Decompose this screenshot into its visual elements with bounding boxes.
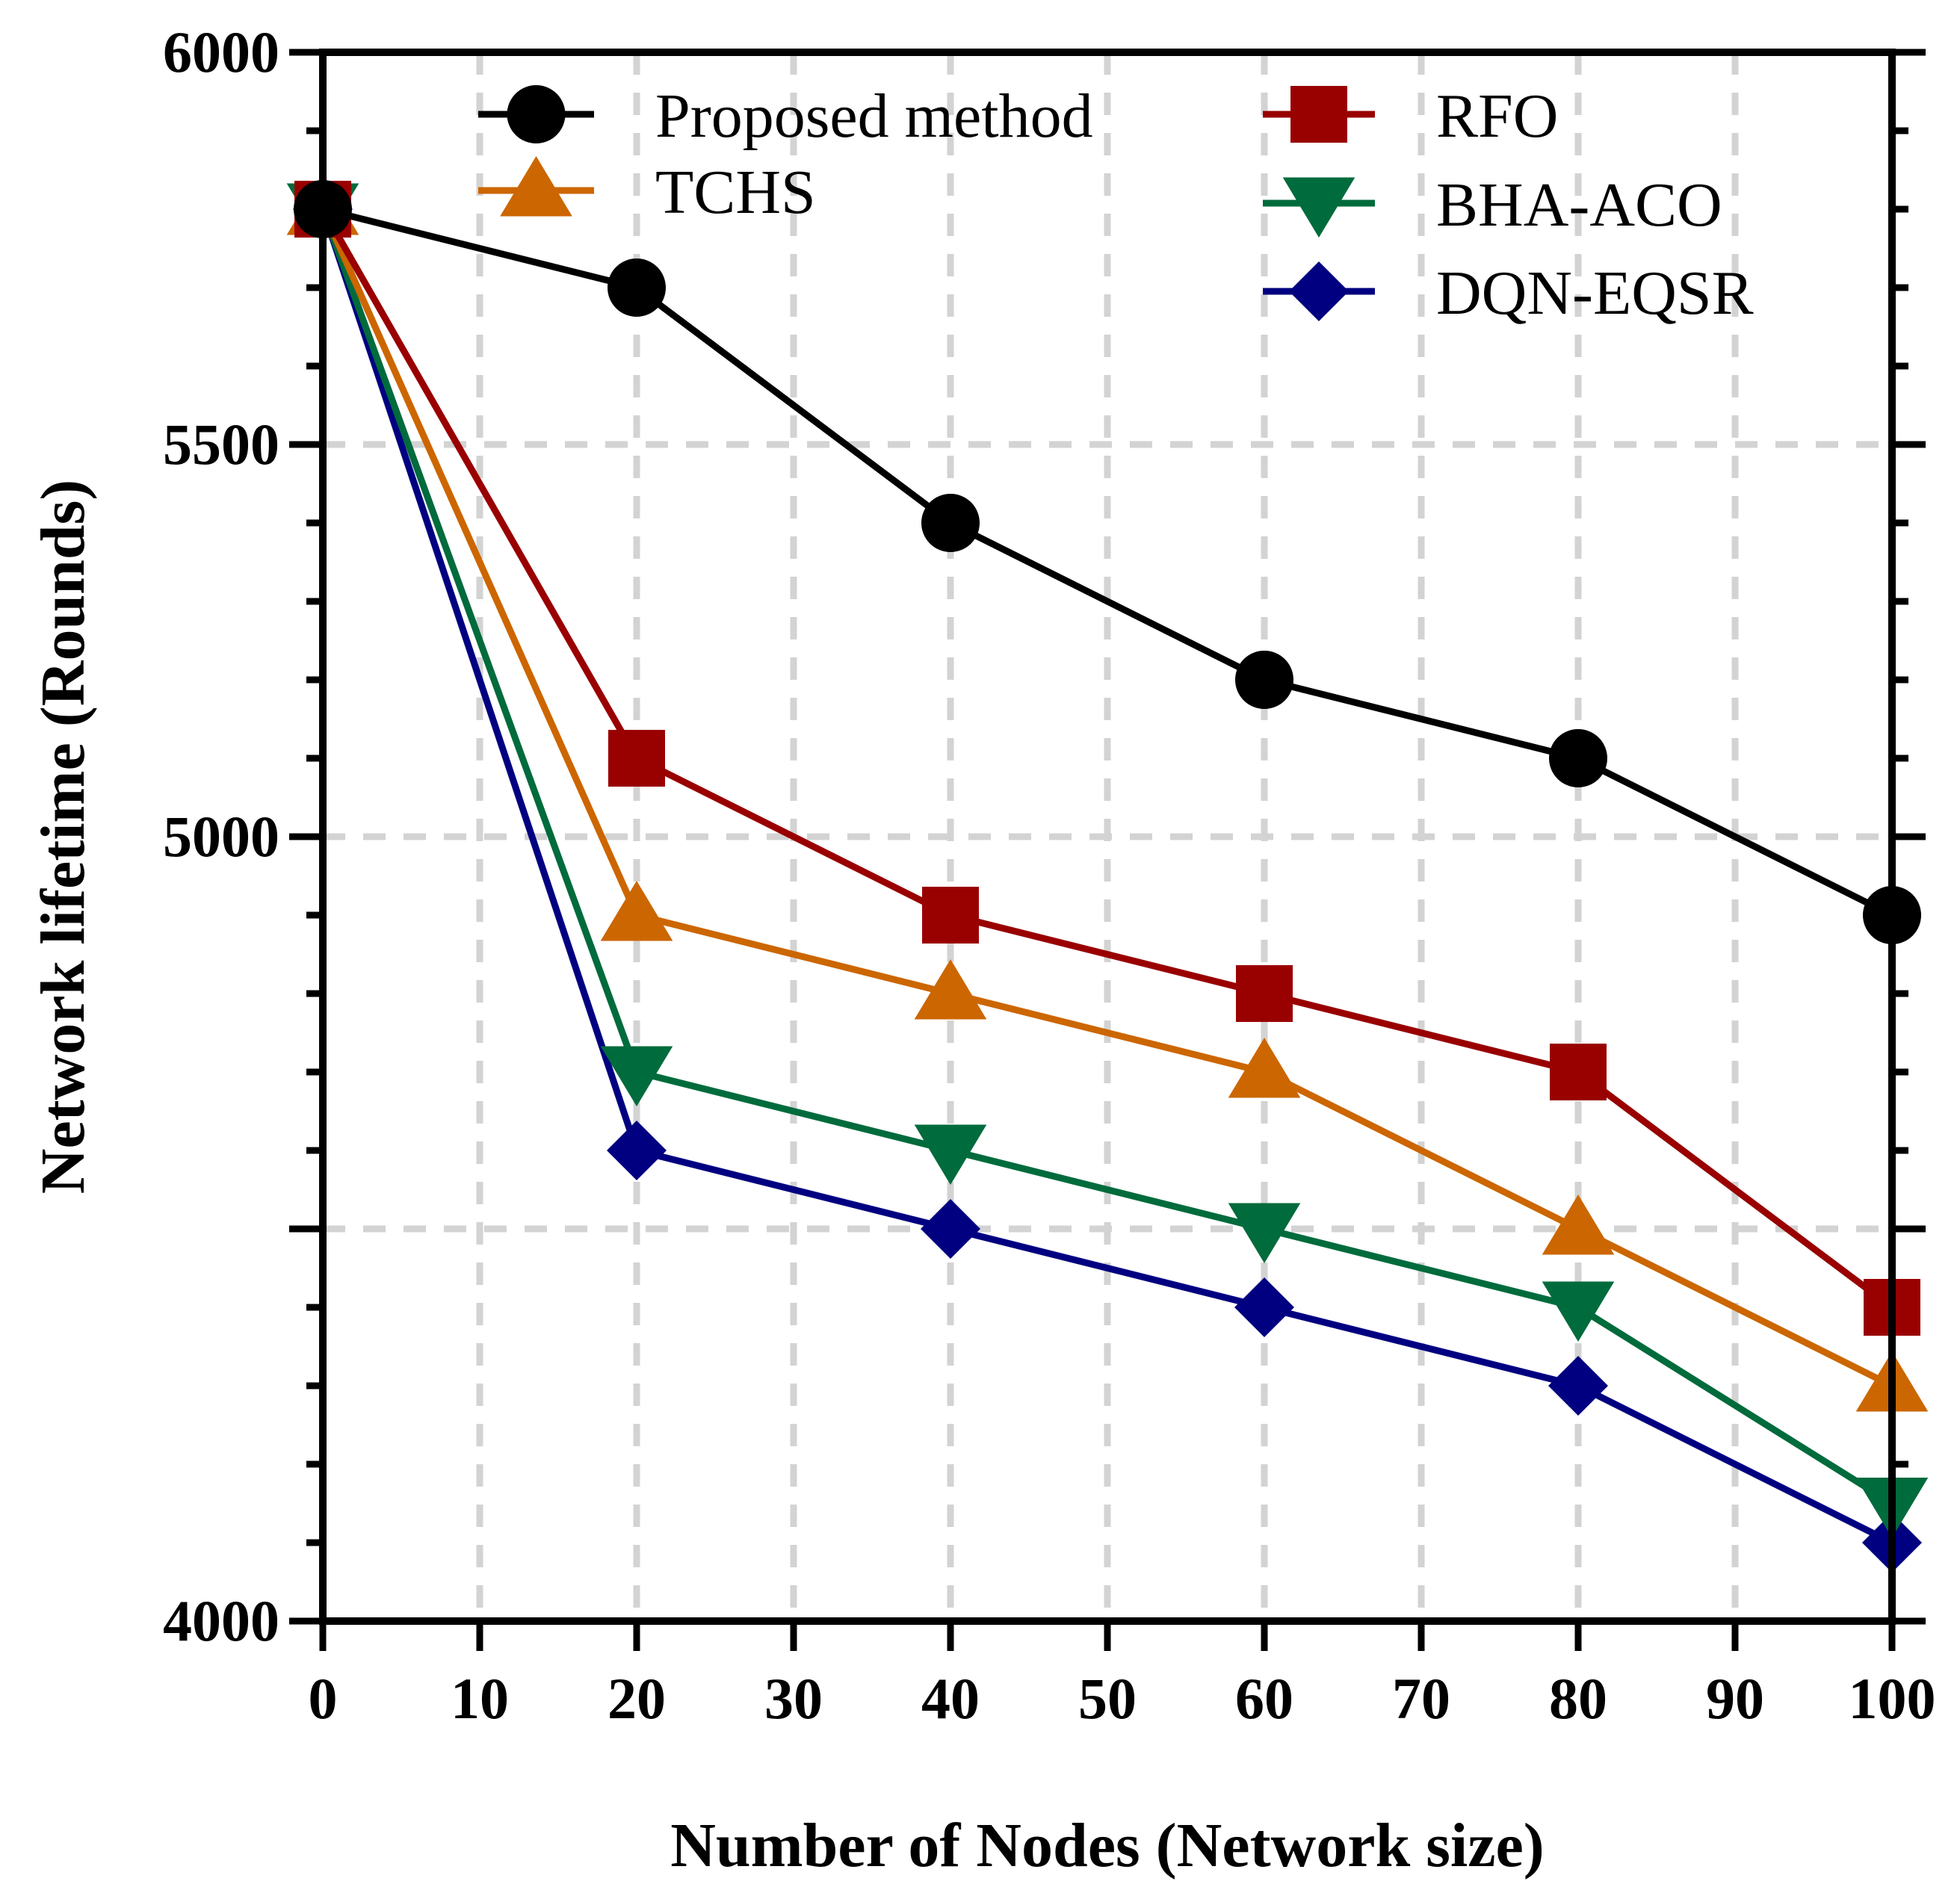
- series-line: [319, 208, 1894, 1546]
- data-point: [1235, 651, 1293, 709]
- series-line: [320, 207, 1894, 1310]
- x-tick-label: 50: [1078, 1666, 1137, 1731]
- x-tick-label: 0: [309, 1666, 338, 1731]
- plot-frame: [319, 49, 1896, 1625]
- series-line: [319, 208, 1894, 1389]
- x-tick-label: 80: [1549, 1666, 1607, 1731]
- x-tick-label: 70: [1392, 1666, 1450, 1731]
- data-point: [500, 156, 572, 217]
- x-tick-label: 40: [921, 1666, 980, 1731]
- data-point: [921, 494, 980, 552]
- legend-label: DQN-EQSR: [1436, 258, 1754, 328]
- data-point: [1236, 965, 1293, 1022]
- data-point: [1290, 86, 1347, 143]
- legend-item-rfo: RFO: [1263, 81, 1558, 151]
- data-point: [1550, 1044, 1607, 1100]
- legend-item-proposed-method: Proposed method: [478, 81, 1093, 151]
- data-point: [1548, 1356, 1608, 1416]
- data-point: [914, 959, 987, 1020]
- tick-labels: 0 10 20 30 40 50 60 70 80 90 100 4000 5000 5500 6000: [163, 19, 1936, 1731]
- series-bha-aco: [286, 183, 1929, 1538]
- legend-item-tchs: TCHS: [478, 156, 816, 227]
- data-point: [1282, 177, 1355, 238]
- data-point: [1228, 1038, 1301, 1098]
- data-point: [600, 881, 673, 941]
- y-tick-label: 5500: [163, 412, 279, 477]
- y-axis-title: Network lifetime (Rounds): [28, 480, 98, 1195]
- x-tick-label: 60: [1235, 1666, 1293, 1731]
- series-line: [321, 205, 1894, 919]
- data-point: [507, 85, 566, 143]
- data-point: [1234, 1277, 1294, 1337]
- legend-item-bha-aco: BHA-ACO: [1263, 170, 1722, 240]
- data-point: [1289, 261, 1349, 321]
- data-point: [1542, 1281, 1615, 1342]
- y-tick-label: 5000: [163, 804, 279, 869]
- data-point: [922, 887, 979, 944]
- legend-label: RFO: [1436, 81, 1558, 151]
- x-tick-label: 90: [1706, 1666, 1764, 1731]
- legend-label: Proposed method: [655, 81, 1093, 151]
- data-point: [608, 258, 666, 317]
- data-point: [600, 1046, 673, 1106]
- data-point: [1549, 729, 1607, 787]
- data-point: [608, 730, 665, 787]
- legend-label: BHA-ACO: [1436, 170, 1722, 240]
- legend: Proposed method RFO TCHS BHA-ACO DQN-EQSR: [478, 81, 1754, 328]
- y-tick-label: 6000: [163, 19, 279, 84]
- x-axis-title: Number of Nodes (Network size): [670, 1811, 1545, 1880]
- x-tick-label: 100: [1849, 1666, 1936, 1731]
- y-tick-label: 4000: [163, 1588, 279, 1653]
- data-point: [914, 1124, 987, 1185]
- data-point: [607, 1121, 667, 1180]
- series-line: [319, 208, 1894, 1507]
- legend-label: TCHS: [655, 158, 816, 227]
- data-point: [1228, 1203, 1301, 1263]
- x-tick-label: 30: [764, 1666, 823, 1731]
- data-point: [1542, 1195, 1615, 1255]
- data-point: [921, 1199, 980, 1259]
- x-tick-label: 20: [608, 1666, 666, 1731]
- legend-item-dqn-eqsr: DQN-EQSR: [1263, 258, 1754, 328]
- x-tick-label: 10: [451, 1666, 509, 1731]
